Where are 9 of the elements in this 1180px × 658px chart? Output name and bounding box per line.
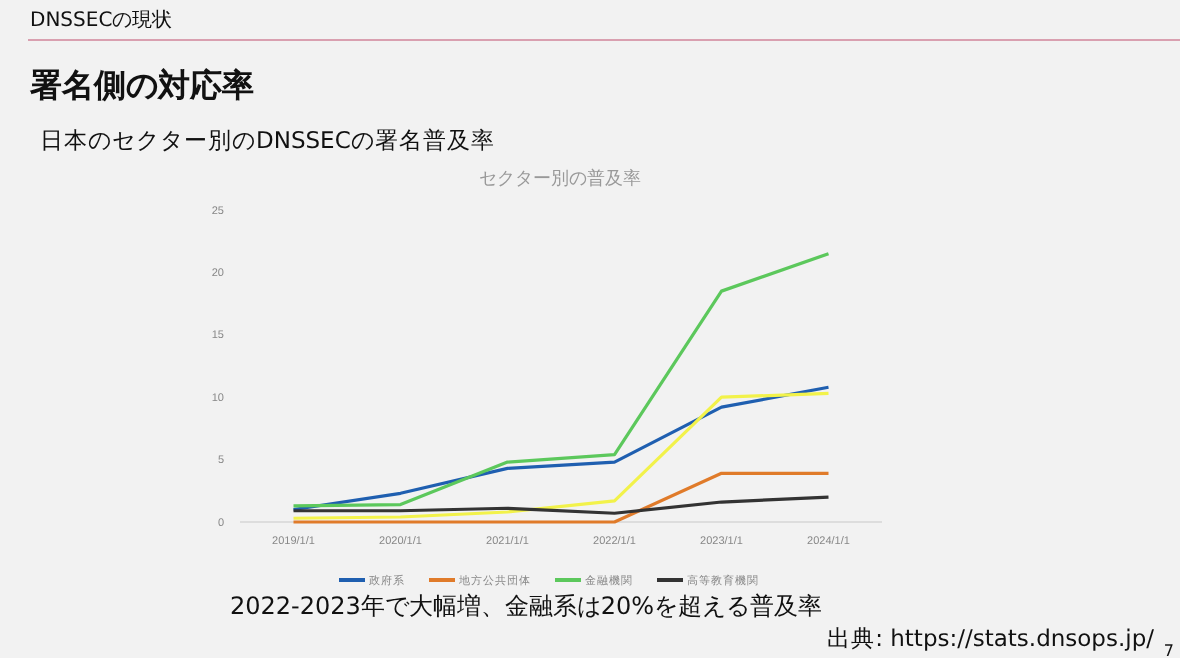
source-note: 出典: https://stats.dnsops.jp/: [827, 624, 1155, 652]
text: 2022-2023年で大幅増、金融系は20%を超える普及率: [230, 592, 823, 620]
text: 日本のセクター別のDNSSECの署名普及率: [40, 126, 495, 154]
text: 7: [1163, 642, 1174, 658]
line-series: [291, 495, 831, 515]
line-series: [291, 252, 831, 508]
text: DNSSECの現状: [30, 8, 173, 32]
chart-title: セクター別の普及率: [479, 168, 641, 190]
text: 署名側の対応率: [28, 66, 254, 104]
